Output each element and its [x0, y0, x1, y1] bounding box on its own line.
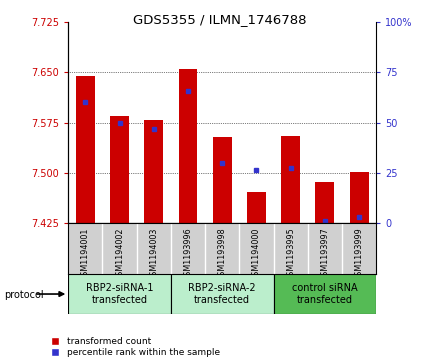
Text: RBP2-siRNA-1
transfected: RBP2-siRNA-1 transfected: [86, 283, 153, 305]
Bar: [213, 137, 231, 223]
Text: GSM1193997: GSM1193997: [320, 227, 330, 281]
Bar: [350, 172, 369, 223]
Bar: [247, 192, 266, 223]
Text: control siRNA
transfected: control siRNA transfected: [292, 283, 358, 305]
Text: GSM1194002: GSM1194002: [115, 227, 124, 281]
Bar: [171, 274, 274, 314]
Text: GSM1193999: GSM1193999: [355, 227, 363, 281]
Text: GSM1194001: GSM1194001: [81, 227, 90, 281]
Text: GSM1193998: GSM1193998: [218, 227, 227, 281]
Legend: transformed count, percentile rank within the sample: transformed count, percentile rank withi…: [46, 337, 220, 357]
Bar: [76, 76, 95, 223]
Text: GSM1194000: GSM1194000: [252, 227, 261, 281]
Text: RBP2-siRNA-2
transfected: RBP2-siRNA-2 transfected: [188, 283, 256, 305]
Bar: [144, 121, 163, 223]
Text: GDS5355 / ILMN_1746788: GDS5355 / ILMN_1746788: [133, 13, 307, 26]
Bar: [274, 274, 376, 314]
Bar: [110, 116, 129, 223]
Bar: [179, 69, 198, 223]
Text: GSM1193996: GSM1193996: [183, 227, 192, 281]
Bar: [315, 182, 334, 223]
Text: GSM1194003: GSM1194003: [149, 227, 158, 281]
Text: protocol: protocol: [4, 290, 44, 300]
Bar: [68, 274, 171, 314]
Text: GSM1193995: GSM1193995: [286, 227, 295, 281]
Bar: [281, 136, 300, 223]
